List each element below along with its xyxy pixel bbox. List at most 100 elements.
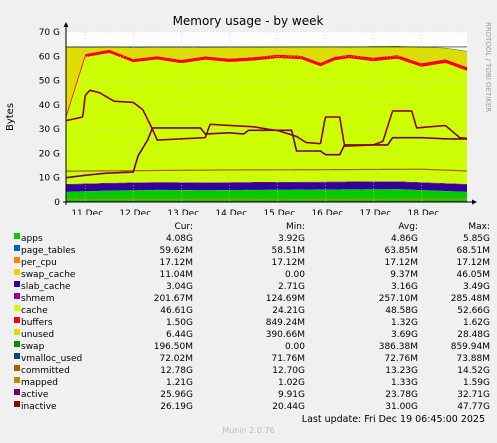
legend-avg-value: 386.38M [378, 342, 418, 352]
legend-avg-value: 63.85M [384, 246, 418, 256]
legend-min-value: 12.70G [272, 366, 305, 376]
legend-series-name: unused [21, 330, 55, 340]
legend-series-name: swap [21, 342, 45, 352]
legend-avg-value: 72.76M [384, 354, 418, 364]
legend-cur-value: 12.78G [160, 366, 193, 376]
legend-avg-value: 9.37M [390, 270, 418, 280]
legend-max-value: 46.05M [456, 270, 490, 280]
legend-min-value: 20.44G [272, 402, 305, 412]
x-tick-label: 15 Dec [263, 209, 295, 215]
header-cur: Cur: [174, 222, 193, 232]
legend-min-value: 849.24M [265, 318, 305, 328]
y-tick-label: 10 G [39, 174, 60, 184]
line-inactive [65, 89, 468, 147]
legend-max-value: 285.48M [450, 294, 490, 304]
line-active [65, 127, 467, 179]
legend-series-name: mapped [21, 378, 58, 388]
legend-min-value: 0.00 [284, 270, 305, 280]
area-slab-cache [66, 181, 467, 192]
legend-avg-value: 23.78G [385, 390, 418, 400]
legend-min-value: 2.71G [277, 282, 305, 292]
legend-max-value: 73.88M [456, 354, 490, 364]
legend-min-value: 24.21G [272, 306, 305, 316]
x-tick-label: 13 Dec [167, 209, 199, 215]
legend-min-value: 9.91G [277, 390, 305, 400]
legend-avg-value: 4.86G [390, 234, 418, 244]
y-tick-label: 70 G [39, 28, 60, 38]
area-unused [66, 46, 467, 116]
memory-chart: Memory usage - by week Bytes RRDTOOL / T… [5, 14, 492, 215]
legend-min-value: 3.92G [277, 234, 305, 244]
legend-max-value: 28.48G [457, 330, 490, 340]
legend-cur-value: 196.50M [153, 342, 193, 352]
x-tick-label: 11 Dec [71, 209, 103, 215]
legend-series-name: shmem [21, 294, 55, 304]
legend-min-value: 1.02G [277, 378, 305, 388]
legend-series-name: active [21, 390, 49, 400]
legend-swatch [14, 365, 20, 371]
area-apps [66, 189, 467, 202]
legend-swatch [14, 245, 20, 251]
legend-cur-value: 6.44G [165, 330, 193, 340]
legend-series-name: apps [21, 234, 43, 244]
y-axis-arrow [63, 22, 69, 27]
legend-series-name: slab_cache [21, 282, 71, 292]
legend-cur-value: 3.04G [165, 282, 193, 292]
legend-max-value: 14.52G [457, 366, 490, 376]
legend-max-value: 5.85G [462, 234, 490, 244]
y-axis-label: Bytes [5, 103, 16, 131]
legend-min-value: 17.12M [271, 258, 305, 268]
legend-swatch [14, 305, 20, 311]
y-tick-label: 20 G [39, 149, 60, 159]
legend-min-value: 71.76M [271, 354, 305, 364]
legend-cur-value: 201.67M [153, 294, 193, 304]
x-axis-arrow [472, 199, 477, 205]
legend-swatch [14, 257, 20, 263]
rrdtool-credit: RRDTOOL / TOBI OETIKER [484, 22, 492, 112]
y-tick-label: 50 G [39, 77, 60, 87]
y-tick-label: 60 G [39, 52, 60, 62]
legend-avg-value: 31.00G [385, 402, 418, 412]
legend-avg-value: 257.10M [378, 294, 418, 304]
legend-series-name: page_tables [21, 246, 76, 256]
legend-series-name: swap_cache [21, 270, 76, 280]
legend-avg-value: 3.69G [390, 330, 418, 340]
legend-cur-value: 11.04M [159, 270, 193, 280]
legend-swatch [14, 281, 20, 287]
legend-swatch [14, 269, 20, 275]
legend-cur-value: 25.96G [160, 390, 193, 400]
y-tick-label: 0 [54, 198, 60, 208]
chart-title: Memory usage - by week [173, 14, 324, 28]
x-tick-label: 17 Dec [359, 209, 391, 215]
area-cache [66, 52, 467, 185]
legend-cur-value: 4.08G [165, 234, 193, 244]
legend-avg-value: 13.23G [385, 366, 418, 376]
area-swap [66, 46, 467, 52]
legend-swatch [14, 233, 20, 239]
legend-avg-value: 1.32G [390, 318, 418, 328]
legend-max-value: 859.94M [450, 342, 490, 352]
header-min: Min: [285, 222, 305, 232]
x-tick-label: 12 Dec [119, 209, 151, 215]
legend-cur-value: 59.62M [159, 246, 193, 256]
legend-max-value: 17.12M [456, 258, 490, 268]
header-max: Max: [468, 222, 490, 232]
legend-series-name: inactive [21, 402, 57, 412]
legend-swatch [14, 377, 20, 383]
legend-swatch [14, 329, 20, 335]
legend-min-value: 390.66M [265, 330, 305, 340]
legend-series-name: vmalloc_used [21, 354, 83, 364]
legend-cur-value: 46.61G [160, 306, 193, 316]
legend-swatch [14, 389, 20, 395]
y-tick-label: 40 G [39, 101, 60, 111]
legend-avg-value: 17.12M [384, 258, 418, 268]
munin-version: Munin 2.0.76 [222, 426, 275, 435]
legend-series-name: cache [21, 306, 48, 316]
legend-max-value: 32.71G [457, 390, 490, 400]
legend-series-name: per_cpu [21, 258, 57, 268]
x-tick-label: 14 Dec [215, 209, 247, 215]
legend-avg-value: 3.16G [390, 282, 418, 292]
y-tick-label: 30 G [39, 125, 60, 135]
legend-cur-value: 17.12M [159, 258, 193, 268]
legend-swatch [14, 317, 20, 323]
